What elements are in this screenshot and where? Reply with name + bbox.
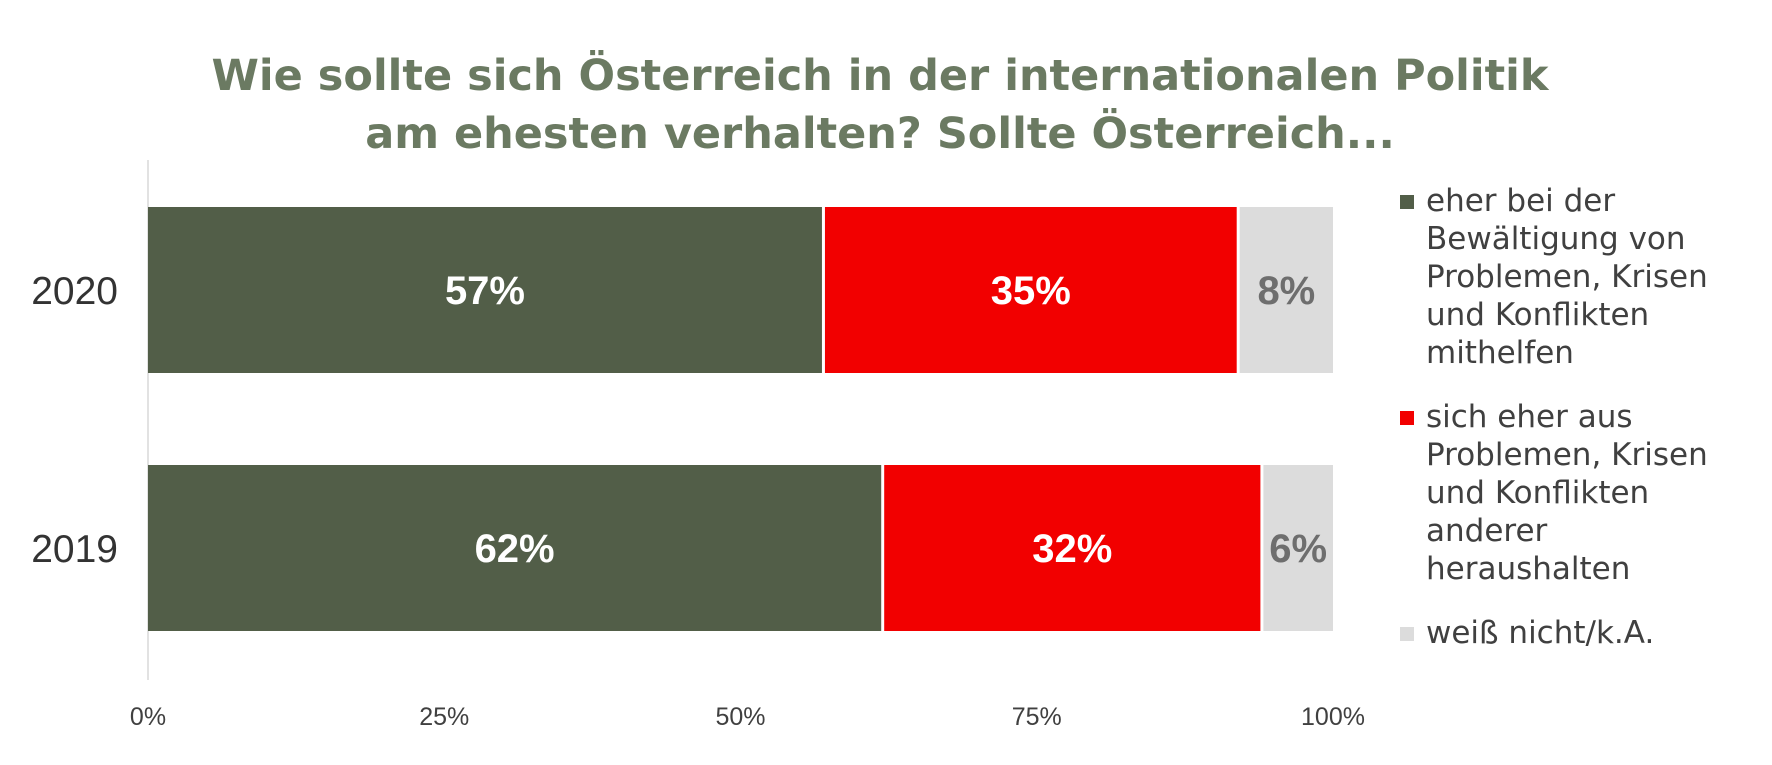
legend-item-stay-out: sich eher aus Problemen, Krisen und Konf… <box>1400 398 1760 588</box>
bar-segment-2020-series-3 <box>1239 207 1333 373</box>
x-tick-label-100: 100% <box>1301 703 1365 731</box>
data-label-2020-series-3: 8% <box>1257 269 1315 313</box>
data-label-2019-series-3: 6% <box>1269 527 1327 571</box>
category-label-2019: 2019 <box>31 528 118 571</box>
legend-swatch-dont-know <box>1400 627 1414 641</box>
x-tick-labels: 0% 25% 50% 75% 100% <box>130 703 1365 731</box>
bar-segment-2019-series-2 <box>884 465 1261 631</box>
data-label-2020-series-2: 35% <box>991 269 1071 313</box>
x-tick-label-75: 75% <box>1012 703 1062 731</box>
chart-title-line-2: am ehesten verhalten? Sollte Österreich.… <box>365 108 1395 159</box>
legend-label-stay-out: sich eher aus Problemen, Krisen und Konf… <box>1426 399 1708 587</box>
category-label-2020: 2020 <box>31 270 118 313</box>
legend-swatch-help <box>1400 195 1414 209</box>
category-labels: 2020 2019 <box>31 270 118 571</box>
legend-item-help: eher bei der Bewältigung von Problemen, … <box>1400 182 1760 372</box>
x-tick-label-0: 0% <box>130 703 166 731</box>
bars-group: 57% 35% 8% 62% 32% 6% <box>148 207 1333 631</box>
bar-segment-2020-series-2 <box>824 207 1237 373</box>
legend: eher bei der Bewältigung von Problemen, … <box>1400 182 1760 678</box>
data-label-2019-series-1: 62% <box>475 527 555 571</box>
chart-title-line-1: Wie sollte sich Österreich in der intern… <box>212 50 1550 101</box>
bar-segment-2019-series-1 <box>148 465 882 631</box>
legend-label-help: eher bei der Bewältigung von Problemen, … <box>1426 183 1708 371</box>
bar-segment-2019-series-3 <box>1263 465 1333 631</box>
bar-segment-2020-series-1 <box>148 207 822 373</box>
legend-label-dont-know: weiß nicht/k.A. <box>1426 615 1655 651</box>
data-label-2020-series-1: 57% <box>445 269 525 313</box>
x-tick-label-25: 25% <box>419 703 469 731</box>
x-tick-label-50: 50% <box>715 703 765 731</box>
legend-item-dont-know: weiß nicht/k.A. <box>1400 614 1760 652</box>
data-label-2019-series-2: 32% <box>1032 527 1112 571</box>
legend-swatch-stay-out <box>1400 411 1414 425</box>
